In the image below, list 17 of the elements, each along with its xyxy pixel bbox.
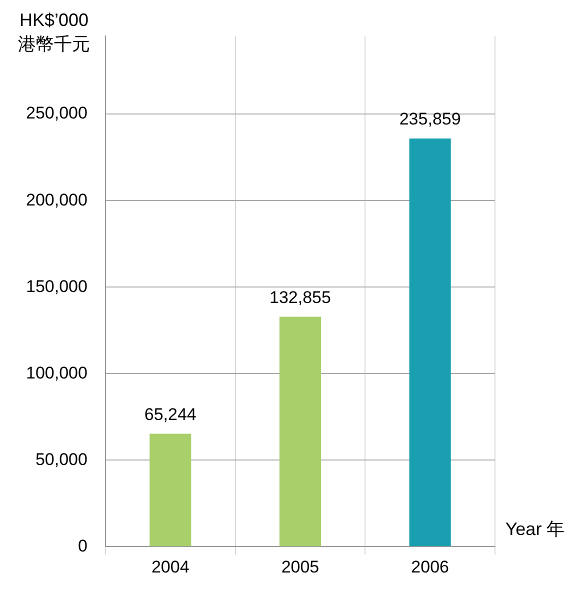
data-label: 132,855	[270, 288, 331, 307]
y-tick-label: 0	[78, 536, 88, 556]
data-label: 235,859	[399, 110, 461, 129]
bar	[279, 316, 321, 546]
y-tick-label: 150,000	[26, 276, 88, 296]
y-tick-label: 200,000	[26, 190, 88, 210]
y-axis-title: HK$’000 港幣千元	[17, 9, 91, 56]
x-tick-label: 2005	[281, 557, 320, 576]
data-label: 65,244	[144, 404, 196, 424]
y-tick-label: 100,000	[26, 363, 88, 382]
bar	[150, 434, 192, 546]
x-tick-label: 2004	[151, 557, 190, 576]
y-tick-label: 250,000	[26, 104, 88, 123]
y-tick-label: 50,000	[35, 450, 88, 469]
bar	[409, 138, 451, 546]
x-axis-title: Year 年	[505, 518, 565, 541]
x-tick-label: 2006	[411, 557, 449, 576]
